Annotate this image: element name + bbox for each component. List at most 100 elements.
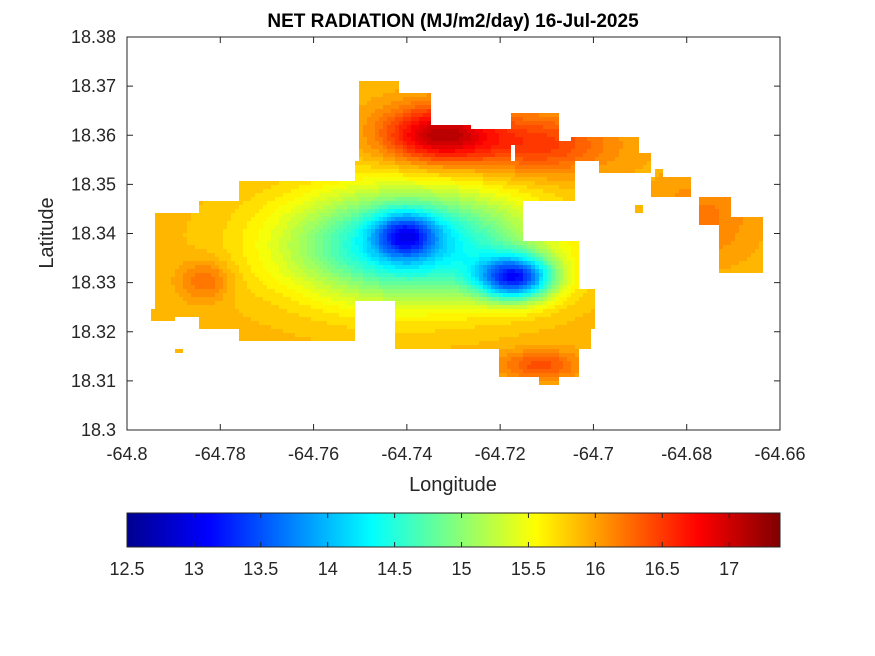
map-cell <box>267 181 271 185</box>
map-cell <box>323 185 327 189</box>
map-cell <box>315 269 319 273</box>
map-cell <box>263 285 267 289</box>
map-cell <box>451 269 455 273</box>
map-cell <box>567 181 571 185</box>
map-cell <box>279 249 283 253</box>
map-cell <box>479 197 483 201</box>
map-cell <box>543 181 547 185</box>
map-cell <box>399 237 403 241</box>
map-cell <box>179 221 183 225</box>
map-cell <box>443 285 447 289</box>
map-cell <box>515 169 519 173</box>
map-cell <box>171 261 175 265</box>
map-cell <box>187 217 191 221</box>
map-cell <box>539 289 543 293</box>
map-cell <box>239 305 243 309</box>
map-cell <box>195 229 199 233</box>
map-cell <box>359 85 363 89</box>
map-cell <box>507 285 511 289</box>
map-cell <box>391 245 395 249</box>
map-cell <box>515 317 519 321</box>
map-cell <box>663 181 667 185</box>
map-cell <box>599 157 603 161</box>
map-cell <box>479 209 483 213</box>
map-cell <box>383 297 387 301</box>
map-cell <box>427 329 431 333</box>
map-cell <box>379 117 383 121</box>
map-cell <box>511 185 515 189</box>
map-cell <box>179 269 183 273</box>
map-cell <box>359 269 363 273</box>
map-cell <box>467 201 471 205</box>
map-cell <box>395 173 399 177</box>
map-cell <box>371 293 375 297</box>
map-cell <box>327 229 331 233</box>
map-cell <box>499 317 503 321</box>
map-cell <box>215 209 219 213</box>
map-cell <box>419 121 423 125</box>
map-cell <box>367 289 371 293</box>
map-cell <box>311 185 315 189</box>
map-cell <box>283 281 287 285</box>
map-cell <box>475 205 479 209</box>
map-cell <box>255 321 259 325</box>
map-cell <box>475 157 479 161</box>
map-cell <box>251 181 255 185</box>
map-cell <box>195 281 199 285</box>
map-cell <box>739 233 743 237</box>
map-cell <box>431 129 435 133</box>
map-cell <box>483 301 487 305</box>
map-cell <box>367 277 371 281</box>
map-cell <box>167 281 171 285</box>
map-cell <box>159 293 163 297</box>
map-cell <box>259 189 263 193</box>
map-cell <box>511 201 515 205</box>
map-cell <box>223 201 227 205</box>
map-cell <box>739 241 743 245</box>
map-cell <box>463 201 467 205</box>
map-cell <box>339 205 343 209</box>
map-cell <box>155 269 159 273</box>
map-cell <box>423 261 427 265</box>
map-cell <box>359 157 363 161</box>
map-cell <box>391 149 395 153</box>
map-cell <box>435 301 439 305</box>
map-cell <box>663 177 667 181</box>
map-cell <box>387 253 391 257</box>
map-cell <box>267 217 271 221</box>
map-cell <box>511 245 515 249</box>
map-cell <box>235 317 239 321</box>
map-cell <box>463 209 467 213</box>
map-cell <box>367 273 371 277</box>
map-cell <box>539 281 543 285</box>
map-cell <box>295 293 299 297</box>
map-cell <box>415 93 419 97</box>
map-cell <box>255 189 259 193</box>
map-cell <box>211 273 215 277</box>
map-cell <box>455 197 459 201</box>
map-cell <box>403 309 407 313</box>
map-cell <box>275 257 279 261</box>
map-cell <box>231 321 235 325</box>
map-cell <box>343 185 347 189</box>
map-cell <box>535 137 539 141</box>
map-cell <box>251 269 255 273</box>
map-cell <box>735 217 739 221</box>
map-cell <box>539 329 543 333</box>
map-cell <box>323 293 327 297</box>
map-cell <box>351 229 355 233</box>
map-cell <box>603 157 607 161</box>
map-cell <box>459 225 463 229</box>
map-cell <box>199 281 203 285</box>
map-cell <box>495 257 499 261</box>
map-cell <box>199 313 203 317</box>
map-cell <box>447 157 451 161</box>
map-cell <box>311 281 315 285</box>
map-cell <box>395 293 399 297</box>
map-cell <box>367 241 371 245</box>
map-cell <box>711 205 715 209</box>
map-cell <box>627 137 631 141</box>
map-cell <box>407 293 411 297</box>
map-cell <box>423 125 427 129</box>
map-cell <box>239 181 243 185</box>
